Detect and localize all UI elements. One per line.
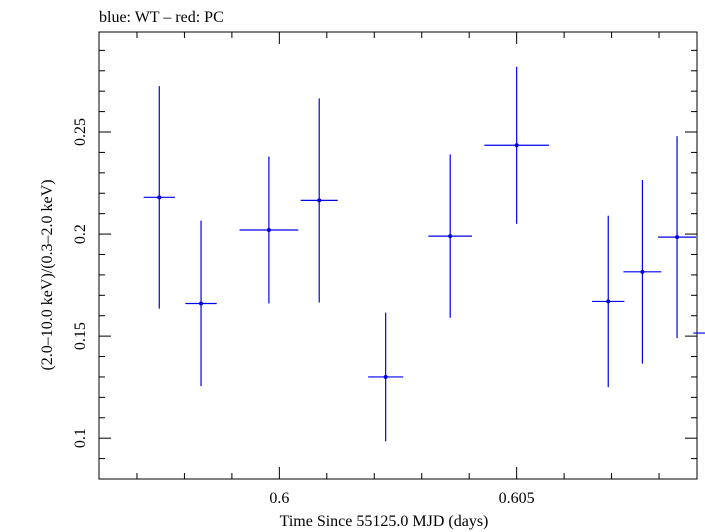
- x-tick-label: 0.605: [499, 490, 535, 507]
- data-point: [658, 136, 697, 339]
- plot-frame: [98, 31, 698, 480]
- point-marker: [383, 374, 388, 379]
- data-point: [484, 66, 549, 224]
- data-point: [368, 312, 404, 442]
- x-axis-label: Time Since 55125.0 MJD (days): [280, 513, 489, 530]
- x-tick-label: 0.6: [269, 490, 289, 507]
- chart-title: blue: WT – red: PC: [99, 9, 224, 26]
- point-marker: [675, 235, 680, 240]
- data-point: [185, 220, 217, 387]
- point-marker: [266, 227, 271, 232]
- data-point: [239, 156, 299, 304]
- y-tick-label: 0.25: [72, 118, 89, 146]
- y-tick-label: 0.2: [72, 224, 89, 244]
- data-point: [428, 154, 473, 318]
- point-marker: [317, 198, 322, 203]
- point-marker: [199, 301, 204, 306]
- data-point: [300, 98, 338, 303]
- y-axis-label: (2.0–10.0 keV)/(0.3–2.0 keV): [39, 179, 56, 370]
- point-marker: [157, 195, 162, 200]
- y-tick-label: 0.15: [72, 322, 89, 350]
- data-point: [143, 86, 175, 309]
- point-marker: [606, 299, 611, 304]
- data-point: [693, 332, 705, 334]
- data-point: [623, 179, 662, 364]
- point-marker: [448, 234, 453, 239]
- point-marker: [640, 269, 645, 274]
- data-point: [592, 215, 625, 388]
- y-tick-label: 0.1: [72, 428, 89, 448]
- axis-ticks: 0.6 0.605 0.1 0.15 0.2 0.25: [72, 32, 697, 507]
- point-marker: [514, 143, 519, 148]
- data-series: [143, 66, 705, 442]
